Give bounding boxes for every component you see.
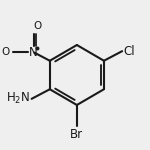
Text: H$_2$N: H$_2$N (6, 91, 30, 106)
Text: N: N (29, 46, 38, 59)
Text: O: O (1, 47, 9, 57)
Text: O: O (33, 21, 41, 31)
Text: Cl: Cl (124, 45, 135, 58)
Text: Br: Br (70, 128, 83, 141)
